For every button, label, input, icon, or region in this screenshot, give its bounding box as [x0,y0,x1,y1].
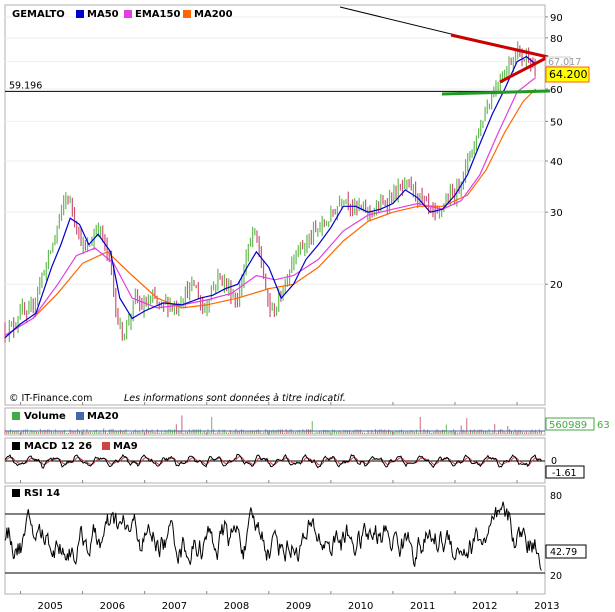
rsi-tick-20: 20 [550,571,562,582]
legend-ma9: MA9 [113,441,138,452]
x-tick-label: 2008 [224,601,249,612]
rsi-line [4,501,542,571]
x-tick-label: 2012 [472,601,497,612]
price-grid [5,16,545,285]
legend-ema150: EMA150 [135,9,180,20]
green-support-line [441,89,551,96]
legend-symbol: GEMALTO [12,9,65,20]
price-tick-label: 80 [550,34,563,45]
ema150-line [4,77,537,336]
legend-volume: Volume [24,411,66,422]
price-lines [4,55,537,339]
legend-rsi-swatch [12,489,20,497]
volume-value: 560989 [549,420,587,431]
macd-zero-tick: 0 [551,456,557,467]
legend-macd-swatch [12,442,20,450]
ma50-line [4,55,537,339]
x-tick-label: 2006 [100,601,125,612]
volume-panel-frame [4,407,546,436]
price-candles [4,41,536,343]
macd-value: -1.61 [552,468,577,479]
price-panel-frame [4,4,546,406]
x-tick-label: 2013 [534,601,559,612]
x-tick-label: 2010 [348,601,373,612]
x-tick-label: 2009 [286,601,311,612]
rsi-14-line [4,501,542,571]
volume-value-cut: 63 [597,420,610,431]
price-tick-label: 60 [550,85,563,96]
rsi-value: 42.79 [550,547,577,558]
macd-signal-line [4,456,542,466]
price-tick-label: 30 [550,208,563,219]
x-tick-label: 2011 [410,601,435,612]
legend-ma20: MA20 [87,411,119,422]
macd-value-box [545,465,585,479]
legend-ma50: MA50 [87,9,119,20]
hidden-price-box [545,56,571,67]
red-support-line [499,55,549,84]
macd-lines [4,453,542,469]
legend-ma200: MA200 [194,9,233,20]
ma200-line [32,88,537,319]
x-tick-label: 2007 [162,601,187,612]
legend-ma20-swatch [76,412,84,420]
legend-volume-swatch [12,412,20,420]
legend-ma200-swatch [183,10,191,18]
price-tick-label: 90 [550,13,563,24]
x-axis-ticks: 2005 2006 2007 2008 2009 2010 2011 2012 2013 [20,402,560,612]
hidden-price-label: 67.017 [548,57,581,68]
volume-value-box [545,417,595,431]
price-y-ticks: 9080706050403020 [545,13,563,291]
price-tick-label: 40 [550,157,563,168]
price-legend: GEMALTO MA50 EMA150 MA200 [12,9,233,20]
legend-macd: MACD 12 26 [24,441,92,452]
last-price-box [545,66,590,83]
copyright: © IT-Finance.com [9,393,92,404]
legend-ema150-swatch [124,10,132,18]
price-tick-label: 20 [550,280,563,291]
support-level-label: 59.196 [9,80,42,91]
rsi-tick-80: 80 [550,491,562,502]
volume-bars [4,415,545,434]
legend-ma50-swatch [76,10,84,18]
legend-ma9-swatch [102,442,110,450]
rsi-value-box [545,544,587,559]
macd-line [4,453,542,469]
disclaimer: Les informations sont données à titre in… [124,393,346,404]
legend-rsi: RSI 14 [24,488,60,499]
last-price-label: 64.200 [549,68,588,81]
red-resistance-line [450,33,549,59]
price-tick-label: 50 [550,117,563,128]
x-tick-label: 2005 [38,601,63,612]
